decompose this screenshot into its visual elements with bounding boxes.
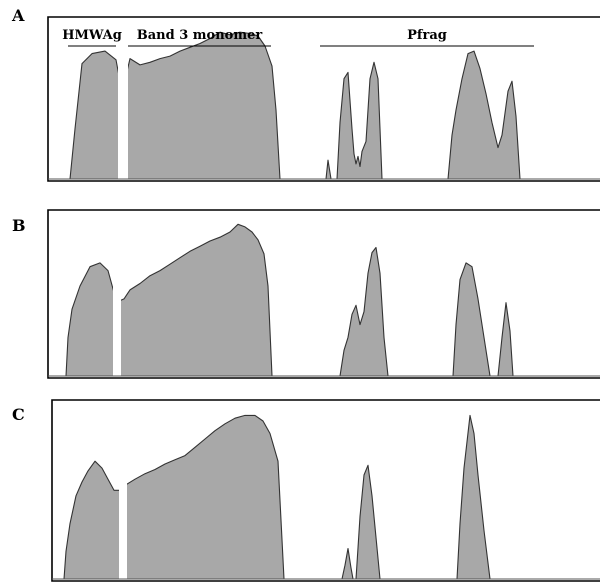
panel-c: C <box>12 399 600 582</box>
panel-a: A HMWAg Band 3 monomer Pfrag <box>11 6 600 182</box>
lane-gap <box>118 42 128 179</box>
annotation-label: HMWAg <box>62 28 122 43</box>
panel-label: C <box>12 405 25 424</box>
lane-gap <box>113 235 121 376</box>
annotation-label: Pfrag <box>407 28 447 43</box>
panel-label: A <box>11 6 25 25</box>
panel-frame <box>51 399 600 582</box>
annotation-label: Band 3 monomer <box>137 28 263 43</box>
density-profile <box>69 31 521 180</box>
panel-frame <box>47 16 600 182</box>
panel-b: B <box>12 209 600 379</box>
density-profile <box>65 223 514 377</box>
lane-gap <box>119 425 127 579</box>
panel-label: B <box>12 216 26 235</box>
panel-frame <box>47 209 600 379</box>
density-profile <box>63 414 491 580</box>
